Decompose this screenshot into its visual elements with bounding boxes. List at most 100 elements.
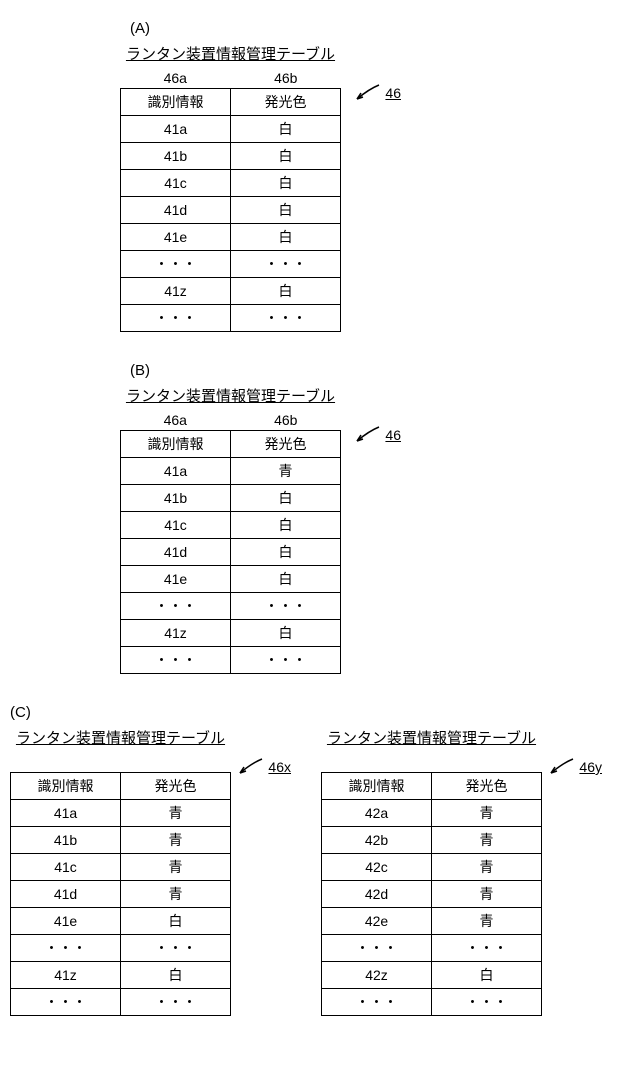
cell-color: ・・・: [231, 647, 341, 674]
cell-id: 41b: [11, 827, 121, 854]
callout-c-right: 46y: [545, 757, 602, 777]
cell-color: 青: [432, 854, 542, 881]
cell-color: 青: [121, 881, 231, 908]
table-title: ランタン装置情報管理テーブル: [120, 385, 341, 406]
table-row: ・・・・・・: [322, 935, 542, 962]
cell-color: 白: [231, 170, 341, 197]
table-row: 41e白: [11, 908, 231, 935]
cell-color: ・・・: [121, 989, 231, 1016]
cell-id: 41e: [121, 224, 231, 251]
cell-color: 白: [231, 278, 341, 305]
table-row: 41b白: [121, 143, 341, 170]
col2-ref: 46b: [274, 412, 297, 428]
col1-header: 識別情報: [322, 773, 432, 800]
table-row: ・・・・・・: [121, 647, 341, 674]
table-c-right: 識別情報 発光色 42a青42b青42c青42d青42e青・・・・・・42z白・…: [321, 772, 542, 1016]
cell-color: ・・・: [231, 305, 341, 332]
cell-id: ・・・: [121, 251, 231, 278]
cell-color: ・・・: [231, 251, 341, 278]
cell-color: 青: [432, 908, 542, 935]
cell-color: ・・・: [432, 989, 542, 1016]
table-row: 41a青: [11, 800, 231, 827]
table-row: 41a青: [121, 458, 341, 485]
cell-id: ・・・: [322, 989, 432, 1016]
table-block-a: ランタン装置情報管理テーブル 46a 46b 識別情報 発光色 41a白41b白…: [120, 43, 341, 332]
cell-color: 白: [231, 620, 341, 647]
cell-color: 白: [231, 512, 341, 539]
cell-id: ・・・: [11, 989, 121, 1016]
arrow-icon: [351, 83, 381, 103]
table-row: 42c青: [322, 854, 542, 881]
table-b: 識別情報 発光色 41a青41b白41c白41d白41e白・・・・・・41z白・…: [120, 430, 341, 674]
cell-id: 42b: [322, 827, 432, 854]
panel-c: (C) ランタン装置情報管理テーブル 識別情報 発光色 41a青41b青41c青…: [10, 704, 630, 1016]
table-block-c-right: ランタン装置情報管理テーブル 識別情報 発光色 42a青42b青42c青42d青…: [321, 727, 542, 1016]
table-row: 41d白: [121, 539, 341, 566]
cell-color: 白: [121, 962, 231, 989]
cell-color: ・・・: [432, 935, 542, 962]
callout-label: 46: [385, 85, 401, 101]
cell-color: 白: [432, 962, 542, 989]
table-c-left: 識別情報 発光色 41a青41b青41c青41d青41e白・・・・・・41z白・…: [10, 772, 231, 1016]
cell-id: 41c: [121, 512, 231, 539]
cell-color: 白: [231, 116, 341, 143]
cell-id: 41a: [11, 800, 121, 827]
panel-a-label: (A): [130, 20, 630, 37]
table-row: 41b青: [11, 827, 231, 854]
col2-ref: 46b: [274, 70, 297, 86]
cell-id: 41z: [121, 620, 231, 647]
cell-color: 白: [231, 224, 341, 251]
cell-color: 青: [432, 881, 542, 908]
table-row: 41d青: [11, 881, 231, 908]
cell-id: 42e: [322, 908, 432, 935]
cell-color: 青: [432, 827, 542, 854]
callout-a: 46: [351, 83, 401, 103]
col-refs: 46a 46b: [120, 412, 341, 428]
cell-id: 41a: [121, 116, 231, 143]
cell-color: 白: [231, 143, 341, 170]
panel-c-label: (C): [10, 704, 630, 721]
callout-c-left: 46x: [234, 757, 291, 777]
arrow-icon: [545, 757, 575, 777]
cell-id: 41z: [121, 278, 231, 305]
cell-id: 41b: [121, 485, 231, 512]
cell-id: 41d: [121, 539, 231, 566]
table-row: ・・・・・・: [121, 593, 341, 620]
col1-header: 識別情報: [11, 773, 121, 800]
col2-header: 発光色: [432, 773, 542, 800]
cell-id: 41e: [121, 566, 231, 593]
cell-id: ・・・: [121, 593, 231, 620]
cell-color: 青: [121, 827, 231, 854]
cell-id: ・・・: [121, 305, 231, 332]
table-row: 42a青: [322, 800, 542, 827]
table-title: ランタン装置情報管理テーブル: [120, 43, 341, 64]
table-block-b: ランタン装置情報管理テーブル 46a 46b 識別情報 発光色 41a青41b白…: [120, 385, 341, 674]
table-row: 41z白: [121, 620, 341, 647]
cell-color: 青: [121, 800, 231, 827]
cell-color: 白: [121, 908, 231, 935]
col2-header: 発光色: [231, 89, 341, 116]
cell-id: 41c: [121, 170, 231, 197]
callout-label: 46: [385, 427, 401, 443]
table-block-c-left: ランタン装置情報管理テーブル 識別情報 発光色 41a青41b青41c青41d青…: [10, 727, 231, 1016]
table-title: ランタン装置情報管理テーブル: [10, 727, 231, 748]
cell-id: 41d: [121, 197, 231, 224]
table-row: 42d青: [322, 881, 542, 908]
col-refs: 46a 46b: [120, 70, 341, 86]
cell-id: 41c: [11, 854, 121, 881]
col1-header: 識別情報: [121, 431, 231, 458]
cell-color: 白: [231, 197, 341, 224]
table-row: 41c白: [121, 512, 341, 539]
table-title: ランタン装置情報管理テーブル: [321, 727, 542, 748]
col2-header: 発光色: [231, 431, 341, 458]
callout-label: 46y: [579, 759, 602, 775]
table-row: 41e白: [121, 566, 341, 593]
table-row: 41b白: [121, 485, 341, 512]
col1-ref: 46a: [164, 412, 187, 428]
table-row: 41z白: [121, 278, 341, 305]
table-row: 41c青: [11, 854, 231, 881]
cell-id: ・・・: [322, 935, 432, 962]
col1-header: 識別情報: [121, 89, 231, 116]
cell-color: 白: [231, 539, 341, 566]
table-row: 41d白: [121, 197, 341, 224]
